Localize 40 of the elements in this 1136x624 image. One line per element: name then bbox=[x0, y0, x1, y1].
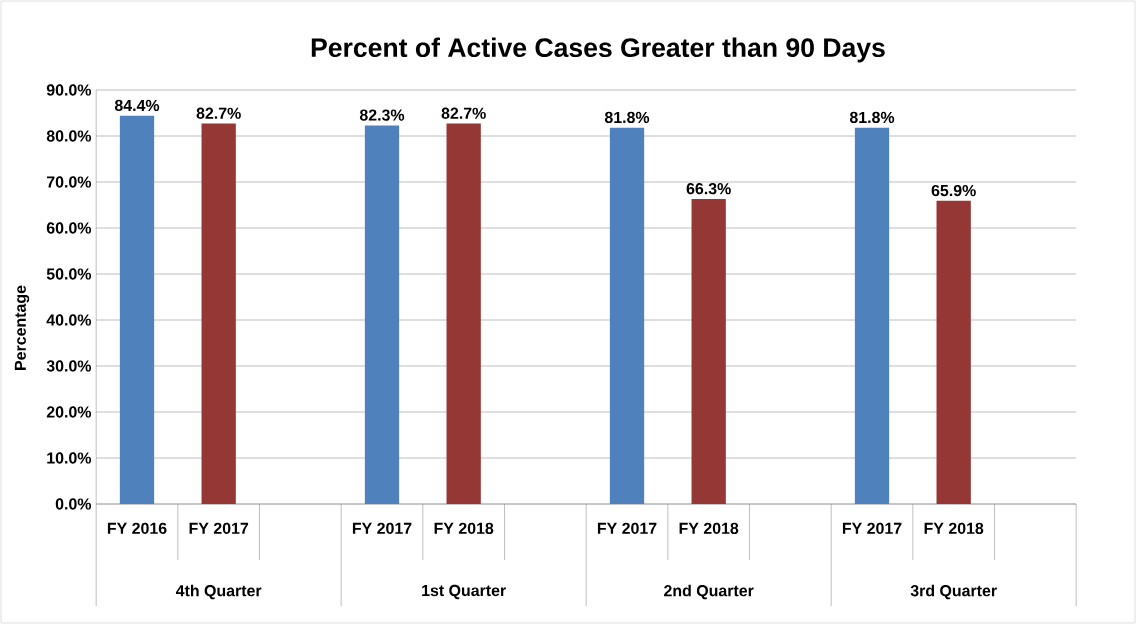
data-label: 82.7% bbox=[441, 107, 486, 119]
bar bbox=[854, 127, 890, 504]
text: 1st Quarter bbox=[422, 584, 506, 600]
x-tick-label: FY 2018 bbox=[434, 522, 494, 534]
y-tick-label: 40.0% bbox=[46, 314, 92, 326]
text: 3rd Quarter bbox=[910, 584, 997, 600]
bar bbox=[691, 199, 726, 504]
y-tick-label: 90.0% bbox=[46, 84, 92, 96]
x-tick-label: FY 2018 bbox=[924, 522, 984, 534]
x-tick-label: FY 2017 bbox=[189, 522, 249, 534]
data-label: 81.8% bbox=[604, 111, 650, 124]
x-tick-label: FY 2016 bbox=[107, 522, 167, 534]
bar bbox=[609, 127, 645, 504]
x-tick-label: FY 2017 bbox=[352, 522, 412, 534]
bar bbox=[119, 115, 155, 504]
x-tick-label: FY 2018 bbox=[679, 522, 739, 534]
y-tick-label: 10.0% bbox=[47, 452, 92, 464]
x-tick-label: FY 2017 bbox=[597, 522, 657, 534]
bar bbox=[936, 200, 971, 504]
y-tick-label: 20.0% bbox=[46, 406, 92, 418]
y-tick-label: 50.0% bbox=[46, 268, 92, 280]
data-label: 66.3% bbox=[686, 183, 731, 195]
x-tick-label: FY 2017 bbox=[842, 522, 902, 534]
data-label: 65.9% bbox=[931, 184, 976, 197]
data-label: 84.4% bbox=[114, 99, 160, 112]
y-tick-label: 30.0% bbox=[46, 360, 92, 372]
y-tick-label: 0.0% bbox=[55, 498, 92, 510]
text: 4th Quarter bbox=[175, 584, 262, 600]
y-tick-label: 70.0% bbox=[46, 176, 92, 188]
y-axis-title: Percentage bbox=[14, 285, 30, 370]
y-tick-label: 80.0% bbox=[46, 130, 92, 142]
bar bbox=[201, 123, 236, 504]
chart-title: Percent of Active Cases Greater than 90 Days bbox=[311, 37, 885, 63]
bar bbox=[446, 123, 481, 504]
y-tick-label: 60.0% bbox=[46, 222, 92, 234]
data-label: 82.7% bbox=[196, 107, 241, 119]
bar bbox=[364, 125, 400, 504]
data-label: 81.8% bbox=[849, 111, 895, 124]
data-label: 82.3% bbox=[359, 109, 405, 121]
text: 2nd Quarter bbox=[664, 584, 754, 600]
